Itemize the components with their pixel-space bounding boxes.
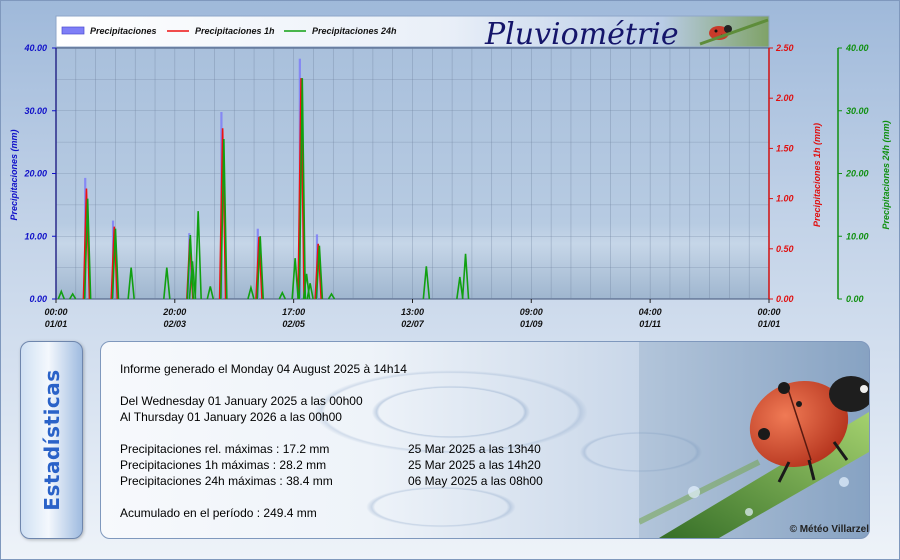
data-marks bbox=[57, 58, 470, 300]
rain-24h-peak bbox=[206, 286, 215, 300]
grid bbox=[56, 48, 769, 299]
left-axis-tick-label: 30.00 bbox=[24, 106, 47, 116]
header-ladybug-icon bbox=[699, 18, 769, 46]
right2-axis-tick-label: 20.00 bbox=[845, 169, 869, 179]
x-axis-date-label: 01/11 bbox=[639, 319, 661, 329]
rain-1h-peak bbox=[297, 78, 305, 300]
rain-24h-peak bbox=[111, 228, 120, 300]
right1-axis-label: Precipitaciones 1h (mm) bbox=[812, 123, 822, 227]
rain-1h-peak bbox=[255, 236, 263, 300]
report-generated-text: Informe generado el Monday 04 August 202… bbox=[120, 362, 407, 376]
right2-axis-label: Precipitaciones 24h (mm) bbox=[881, 120, 891, 229]
rain-24h-peak bbox=[327, 292, 336, 300]
right2-axis-tick-label: 0.00 bbox=[846, 294, 864, 304]
rain-24h-peak bbox=[291, 258, 299, 300]
stats-tab-label: Estadísticas bbox=[39, 369, 64, 511]
max-24h-date: 06 May 2025 a las 08h00 bbox=[408, 474, 543, 488]
right2-axis-tick-label: 10.00 bbox=[846, 231, 869, 241]
x-axis-date-label: 01/01 bbox=[758, 319, 781, 329]
left-axis-label: Precipitaciones (mm) bbox=[9, 129, 19, 220]
legend-swatch-bar bbox=[61, 26, 85, 35]
rain-24h-peak bbox=[68, 292, 77, 300]
rain-24h-peak bbox=[188, 261, 197, 300]
x-axis-date-label: 02/05 bbox=[282, 319, 306, 329]
x-axis-time-label: 13:00 bbox=[401, 307, 424, 317]
rain-24h-peak bbox=[186, 234, 195, 300]
max-1h-label: Precipitaciones 1h máximas : 28.2 mm bbox=[120, 458, 327, 472]
max-1h-date: 25 Mar 2025 a las 14h20 bbox=[408, 458, 541, 472]
chart-legend: Precipitaciones Precipitaciones 1h Precipi… bbox=[61, 26, 397, 36]
ladybug-illustration bbox=[639, 342, 869, 538]
chart-title: Pluviométrie bbox=[484, 17, 679, 52]
copyright-credit: © Météo Villarzel bbox=[789, 524, 869, 535]
period-to-text: Al Thursday 01 January 2026 a las 00h00 bbox=[120, 410, 342, 424]
right2-axis-tick-label: 40.00 bbox=[845, 43, 869, 53]
stats-panel: Informe generado el Monday 04 August 202… bbox=[100, 341, 870, 539]
x-axis-time-label: 17:00 bbox=[282, 307, 305, 317]
left-axis-tick-label: 40.00 bbox=[23, 43, 47, 53]
rain-1h-peak bbox=[110, 226, 119, 300]
x-axis-date-label: 02/03 bbox=[164, 319, 187, 329]
stats-tab[interactable]: Estadísticas bbox=[20, 341, 83, 539]
right1-axis-tick-label: 1.50 bbox=[776, 143, 794, 153]
rain-24h-peak bbox=[422, 266, 431, 300]
rain-1h-peak bbox=[314, 243, 322, 300]
rain-1h-peak bbox=[218, 128, 227, 300]
max-rel-date: 25 Mar 2025 a las 13h40 bbox=[408, 442, 541, 456]
rain-24h-peak bbox=[278, 290, 287, 300]
rain-24h-peak bbox=[461, 253, 470, 300]
legend-label: Precipitaciones bbox=[90, 26, 157, 36]
right1-axis-tick-label: 0.50 bbox=[776, 244, 794, 254]
rain-24h-peak bbox=[127, 267, 135, 300]
rain-24h-peak bbox=[57, 289, 66, 300]
x-axis-time-label: 04:00 bbox=[639, 307, 662, 317]
rain-24h-peak bbox=[194, 211, 202, 300]
legend-label: Precipitaciones 24h bbox=[312, 26, 397, 36]
right1-axis-tick-label: 0.00 bbox=[776, 294, 794, 304]
total-accumulated-text: Acumulado en el período : 249.4 mm bbox=[120, 506, 317, 520]
rain-24h-peak bbox=[163, 267, 171, 300]
left-axis-tick-label: 10.00 bbox=[24, 231, 47, 241]
right1-axis-tick-label: 2.50 bbox=[775, 43, 794, 53]
x-axis-date-label: 01/01 bbox=[45, 319, 68, 329]
x-axis-time-label: 00:00 bbox=[44, 307, 67, 317]
max-24h-label: Precipitaciones 24h máximas : 38.4 mm bbox=[120, 474, 333, 488]
x-axis-date-label: 02/07 bbox=[401, 319, 425, 329]
x-axis-date-label: 01/09 bbox=[520, 319, 543, 329]
x-axis-time-label: 00:00 bbox=[757, 307, 780, 317]
right2-axis-tick-label: 30.00 bbox=[846, 106, 869, 116]
rain-24h-peak bbox=[83, 198, 92, 300]
axis-ticks: 0.00 10.00 20.00 30.00 40.00 0.00 0.50 1.00 1.50… bbox=[23, 43, 868, 329]
right1-axis-tick-label: 1.00 bbox=[776, 194, 794, 204]
rain-24h-peak bbox=[256, 236, 265, 300]
left-axis-tick-label: 0.00 bbox=[29, 294, 47, 304]
left-axis-tick-label: 20.00 bbox=[23, 169, 47, 179]
right1-axis-tick-label: 2.00 bbox=[775, 93, 794, 103]
period-from-text: Del Wednesday 01 January 2025 a las 00h0… bbox=[120, 394, 363, 408]
rain-24h-peak bbox=[220, 138, 228, 300]
legend-label: Precipitaciones 1h bbox=[195, 26, 275, 36]
x-axis-time-label: 09:00 bbox=[520, 307, 543, 317]
rain-24h-peak bbox=[298, 78, 307, 300]
rain-24h-peak bbox=[456, 276, 464, 300]
precipitation-chart: Precipitaciones Precipitaciones 1h Precipi… bbox=[9, 15, 891, 329]
rain-24h-peak bbox=[306, 283, 314, 300]
x-axis-time-label: 20:00 bbox=[162, 307, 186, 317]
max-rel-label: Precipitaciones rel. máximas : 17.2 mm bbox=[120, 442, 330, 456]
rain-1h-peak bbox=[82, 188, 91, 300]
rain-24h-peak bbox=[247, 284, 255, 300]
rain-24h-peak bbox=[315, 245, 324, 300]
